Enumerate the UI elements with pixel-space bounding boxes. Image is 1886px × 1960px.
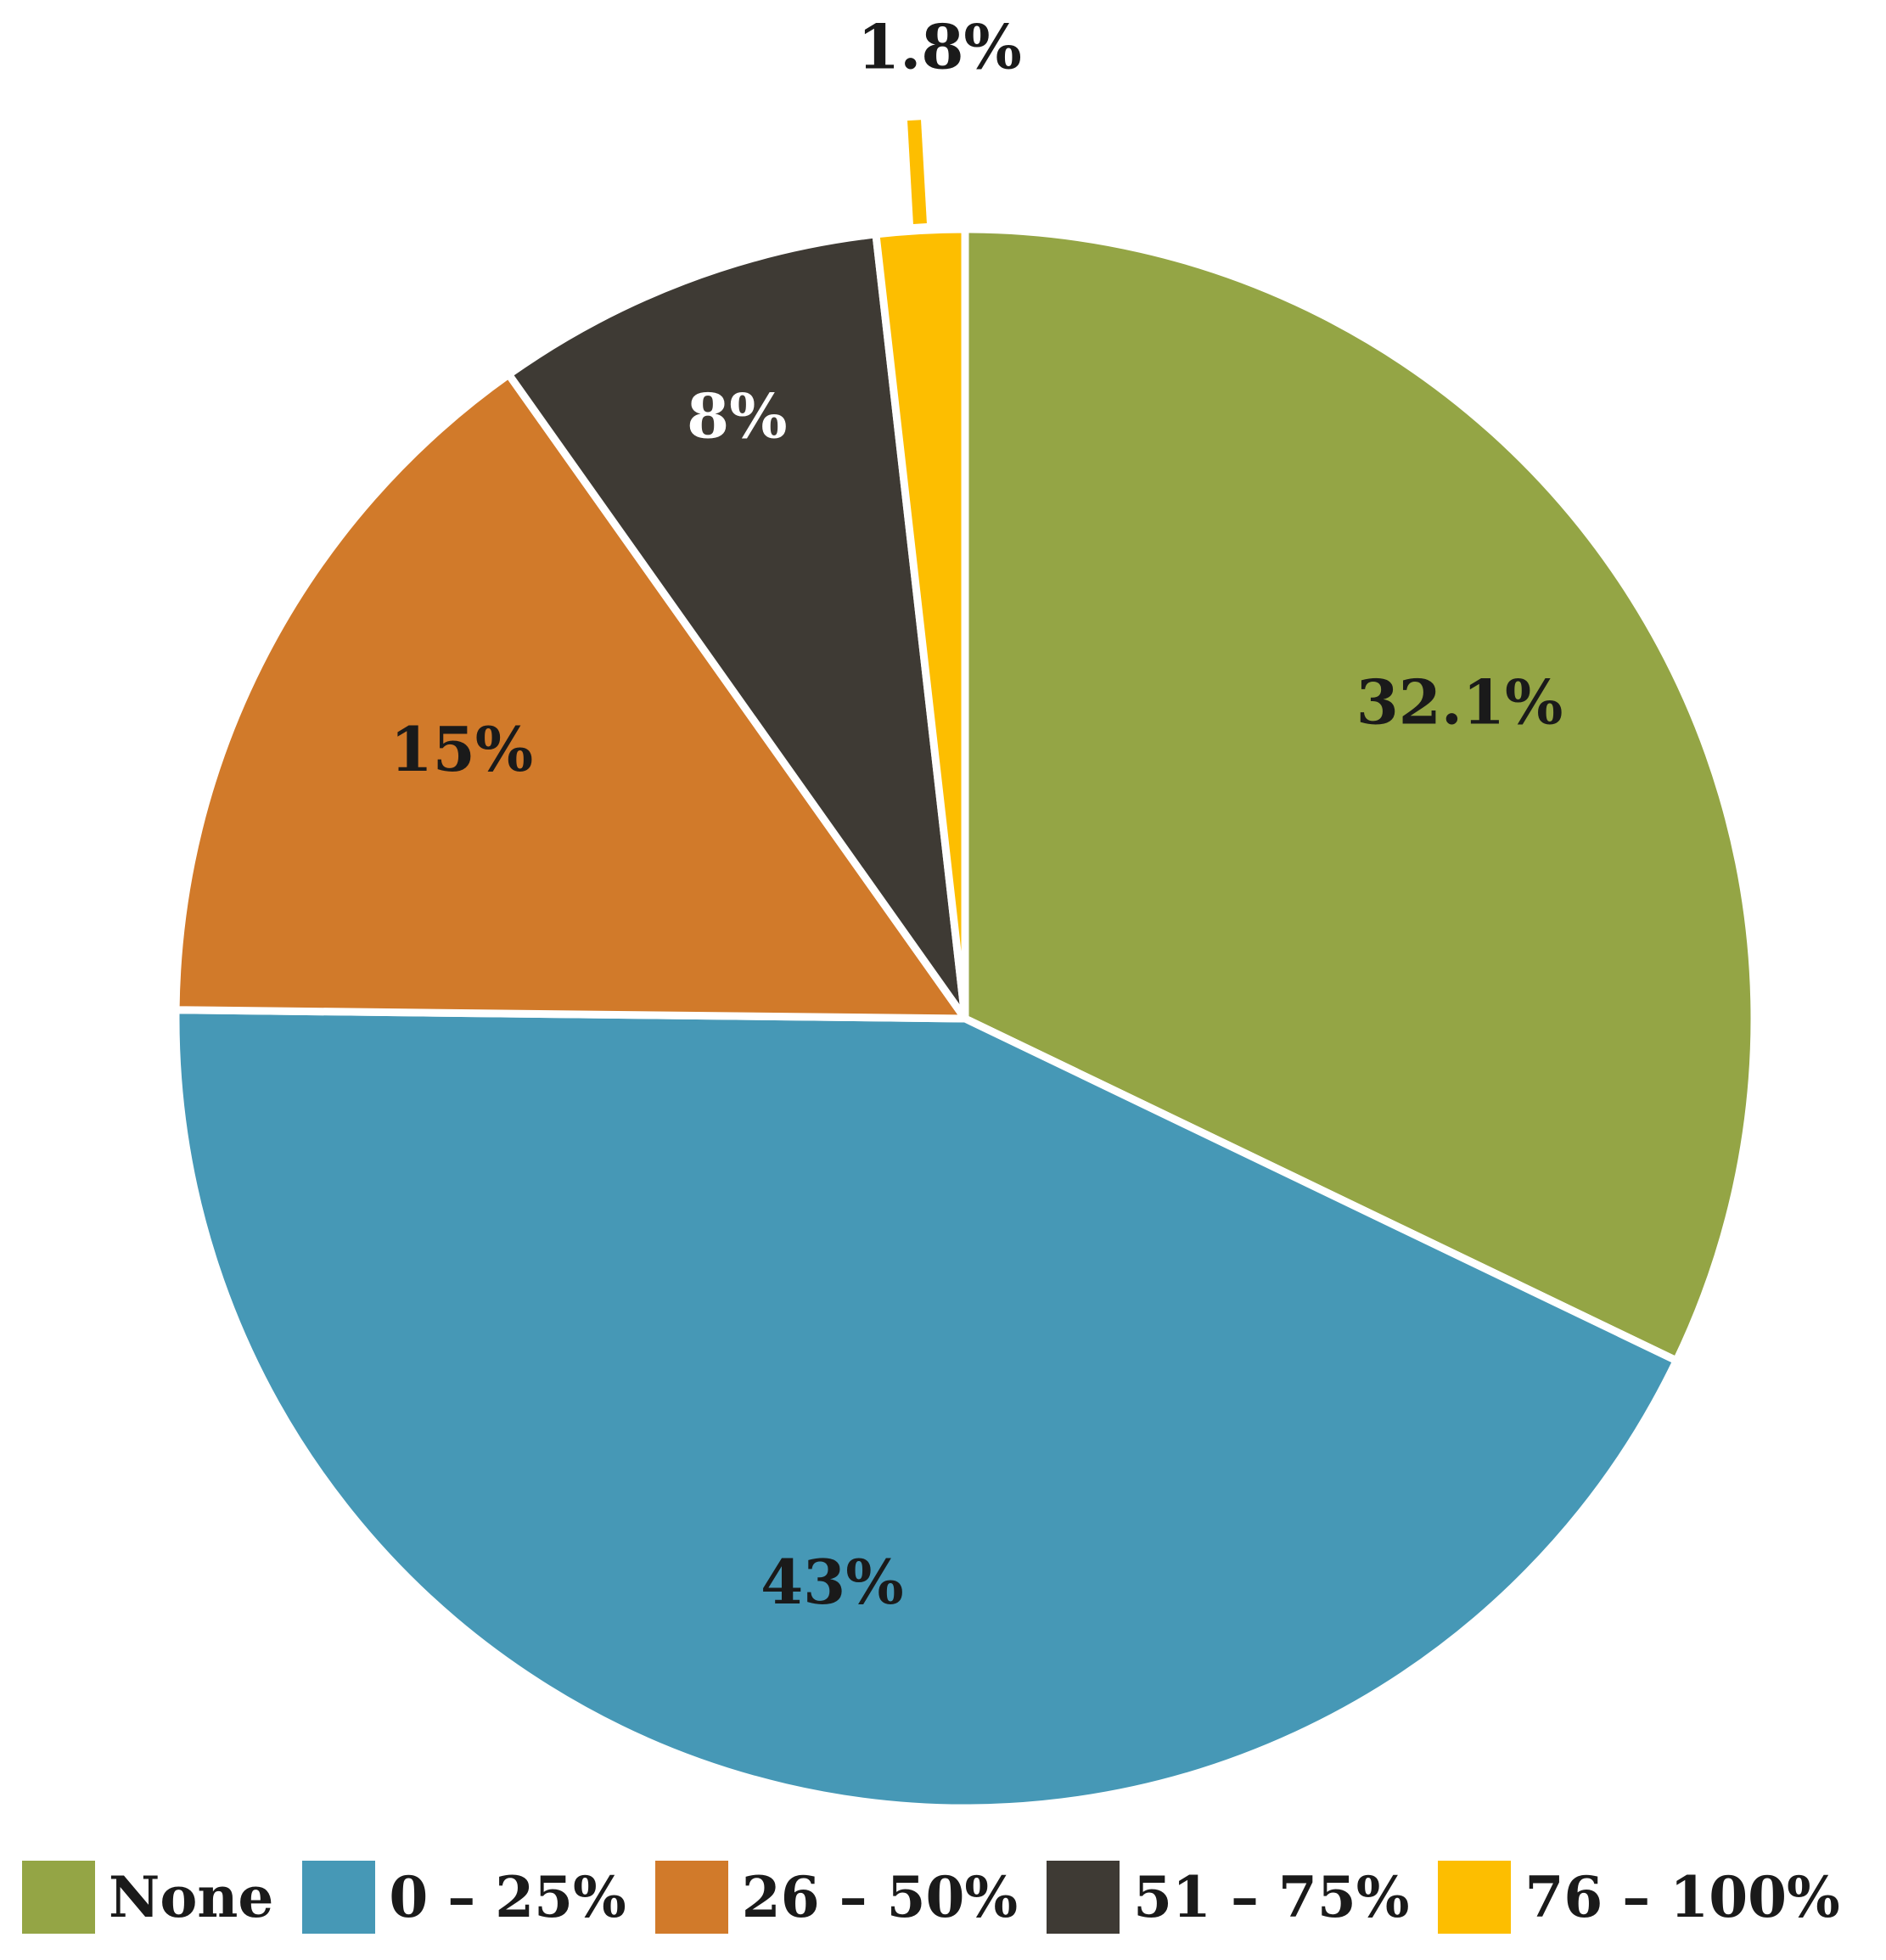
- legend-label-51-75: 51 – 75%: [1133, 1864, 1410, 1930]
- leader-lines: [907, 120, 927, 224]
- legend-label-76-100: 76 – 100%: [1524, 1864, 1840, 1930]
- pie-slice-none: [961, 225, 1759, 1366]
- pie-slice-51-75: [503, 229, 969, 1021]
- legend: None 0 – 25% 26 – 50% 51 – 75% 76 – 100%: [22, 1850, 1872, 1944]
- pie-slice-26-50: [171, 368, 973, 1023]
- legend-swatch-51-75: [1047, 1861, 1120, 1934]
- legend-label-26-50: 26 – 50%: [741, 1864, 1019, 1930]
- legend-swatch-26-50: [654, 1861, 728, 1934]
- legend-label-none: None: [109, 1864, 274, 1930]
- data-label-0-25: 43%: [761, 1546, 904, 1618]
- legend-label-0-25: 0 – 25%: [389, 1864, 626, 1930]
- legend-item-76-100: 76 – 100%: [1438, 1861, 1840, 1934]
- pie-slice-0-25: [171, 1006, 1682, 1812]
- pie-slices: [171, 225, 1759, 1812]
- legend-swatch-none: [22, 1861, 95, 1934]
- data-label-26-50: 15%: [390, 713, 534, 785]
- legend-item-51-75: 51 – 75%: [1047, 1861, 1409, 1934]
- legend-swatch-0-25: [302, 1861, 376, 1934]
- data-label-51-75: 8%: [687, 379, 788, 452]
- data-label-none: 32.1%: [1356, 666, 1563, 739]
- data-label-76-100: 1.8%: [857, 11, 1022, 83]
- legend-swatch-76-100: [1438, 1861, 1512, 1934]
- data-labels: 32.1% 43% 15% 8% 1.8%: [390, 11, 1563, 1618]
- legend-item-0-25: 0 – 25%: [302, 1861, 626, 1934]
- leader-line-76-100: [907, 120, 927, 224]
- legend-item-none: None: [22, 1861, 273, 1934]
- pie-slice-76-100: [871, 225, 969, 1019]
- legend-item-26-50: 26 – 50%: [654, 1861, 1019, 1934]
